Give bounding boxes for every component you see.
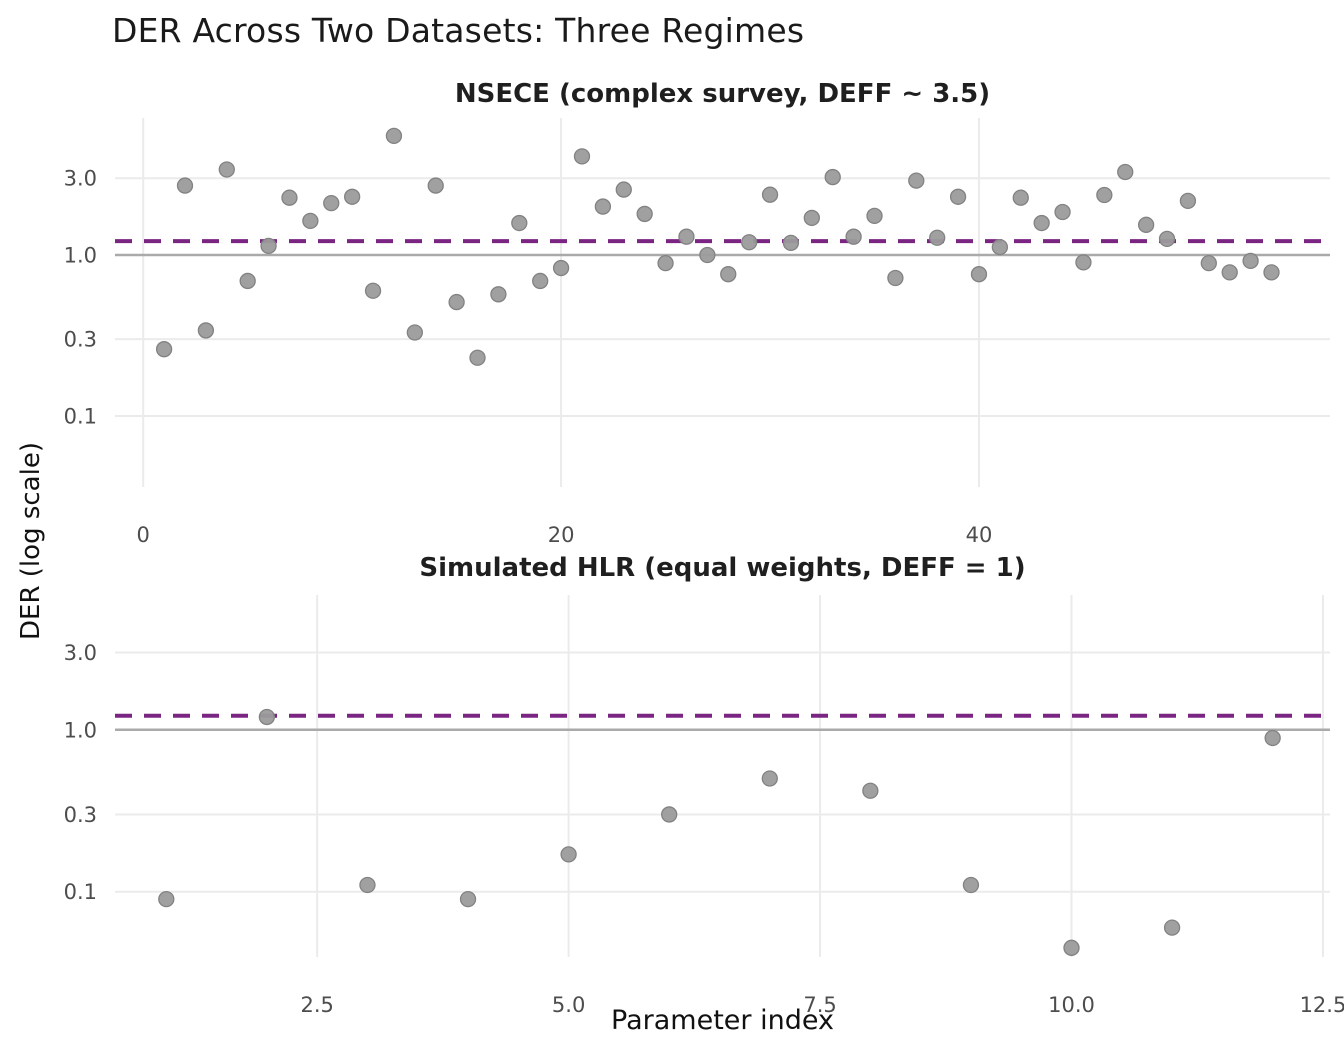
data-point: [1054, 203, 1071, 221]
data-point: [594, 198, 612, 215]
data-point: [302, 212, 319, 230]
data-point: [761, 770, 778, 787]
data-point: [323, 195, 340, 212]
data-point: [1012, 189, 1029, 206]
data-point: [1221, 264, 1238, 281]
data-point: [615, 181, 632, 198]
data-point: [218, 161, 235, 178]
data-point: [155, 341, 173, 358]
data-point: [720, 266, 737, 283]
y-tick-label: 1.0: [64, 244, 97, 268]
chart-title: DER Across Two Datasets: Three Regimes: [112, 11, 805, 50]
data-point: [949, 188, 967, 205]
panel-title-nsece: NSECE (complex survey, DEFF ~ 3.5): [454, 79, 991, 109]
data-point: [406, 324, 423, 341]
data-point: [740, 234, 758, 251]
data-point: [364, 282, 382, 299]
data-point: [343, 188, 361, 205]
data-point: [699, 246, 716, 264]
data-point: [845, 228, 862, 245]
data-point: [678, 228, 695, 245]
data-point: [573, 148, 591, 165]
x-tick-label: 12.5: [1300, 993, 1344, 1017]
data-point: [991, 238, 1009, 256]
data-point: [661, 806, 678, 823]
data-point: [657, 255, 674, 272]
y-tick-label: 0.1: [64, 404, 97, 428]
x-tick-label: 20: [548, 523, 575, 547]
x-tick-label: 10.0: [1048, 993, 1095, 1017]
data-point: [1137, 216, 1155, 233]
data-point: [1096, 186, 1113, 204]
x-axis-title: Parameter index: [611, 1005, 834, 1036]
data-point: [887, 269, 904, 287]
x-tick-label: 2.5: [300, 993, 333, 1017]
panel-nsece: 3.0 1.0 0.3 0.1 0 20 40: [64, 118, 1330, 547]
data-point: [459, 890, 477, 908]
data-point: [427, 177, 444, 194]
data-point: [1242, 252, 1259, 269]
data-point: [176, 177, 194, 194]
data-point: [866, 207, 883, 225]
data-point: [158, 890, 175, 908]
data-point: [908, 172, 925, 189]
data-point: [281, 189, 298, 206]
data-point: [1033, 214, 1050, 232]
y-tick-label: 1.0: [64, 718, 97, 742]
data-point: [197, 322, 215, 339]
x-tick-label: 5.0: [552, 993, 585, 1017]
data-point: [1179, 192, 1197, 210]
data-point: [761, 186, 779, 203]
data-point: [1063, 939, 1080, 956]
data-point: [862, 782, 879, 799]
data-point: [490, 286, 507, 303]
data-point: [1163, 919, 1181, 936]
data-point: [511, 214, 528, 232]
data-point: [962, 876, 980, 894]
data-point: [239, 272, 256, 290]
x-tick-label: 7.5: [803, 993, 836, 1017]
y-tick-label: 3.0: [64, 641, 97, 665]
data-point: [260, 237, 277, 255]
data-point: [1263, 264, 1280, 281]
y-tick-label: 3.0: [64, 167, 97, 191]
data-point: [803, 209, 820, 227]
data-point: [258, 708, 276, 726]
data-point: [782, 234, 800, 252]
y-tick-label: 0.1: [64, 880, 97, 904]
data-point: [448, 293, 465, 311]
data-point: [970, 266, 988, 283]
data-point: [1158, 230, 1176, 248]
data-point: [532, 272, 549, 290]
data-point: [385, 127, 403, 144]
data-point: [1264, 729, 1281, 747]
data-point: [1075, 254, 1092, 271]
data-point: [824, 168, 841, 186]
data-point: [359, 876, 376, 894]
data-point: [469, 349, 486, 366]
data-point: [552, 259, 570, 277]
panel-hlr: 3.0 1.0 0.3 0.1 2.5 5.0 7.5 10.0 12.5: [64, 595, 1344, 1017]
x-tick-label: 40: [966, 523, 993, 547]
data-point: [929, 229, 946, 246]
panel-title-hlr: Simulated HLR (equal weights, DEFF = 1): [419, 553, 1026, 583]
y-tick-label: 0.3: [64, 328, 97, 352]
data-point: [1117, 163, 1134, 181]
x-tick-label: 0: [137, 523, 150, 547]
data-point: [636, 205, 653, 223]
data-point: [560, 846, 577, 863]
data-point: [1200, 255, 1217, 272]
y-tick-label: 0.3: [64, 803, 97, 827]
